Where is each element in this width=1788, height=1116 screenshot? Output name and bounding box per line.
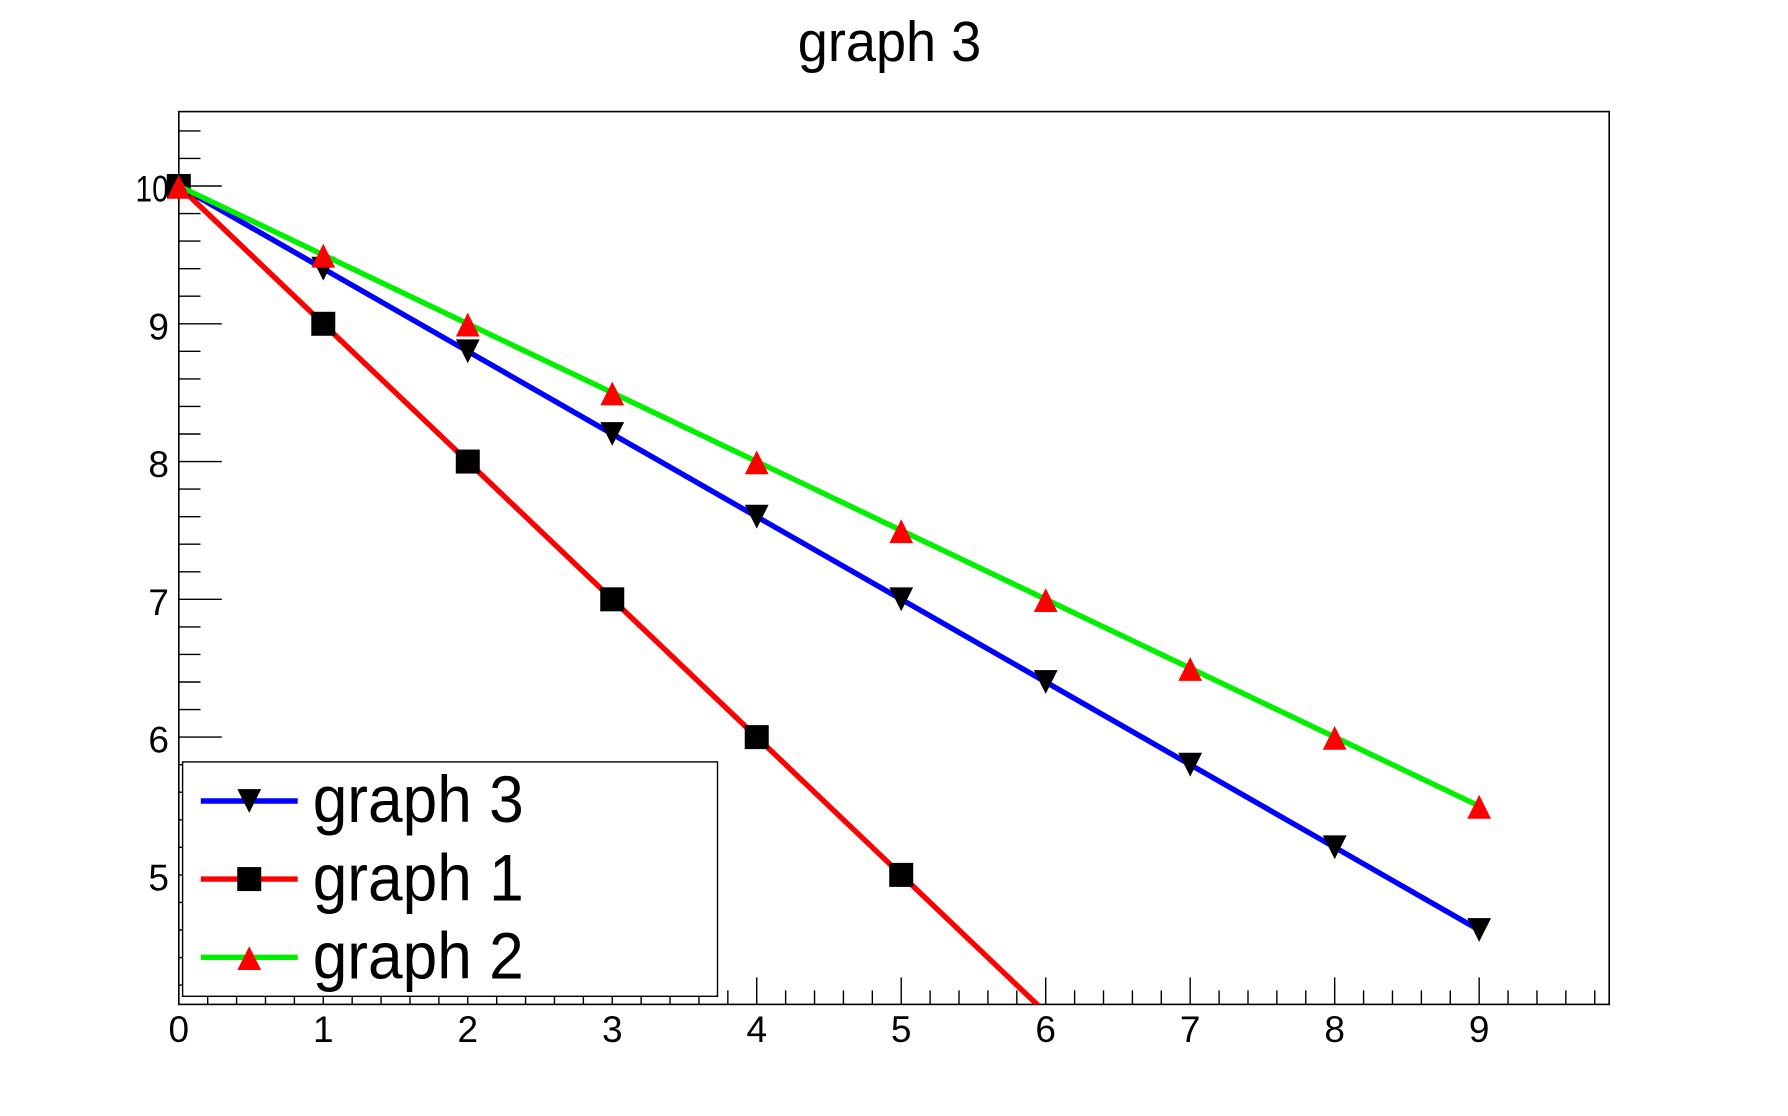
svg-text:6: 6 bbox=[1035, 1009, 1056, 1050]
svg-text:graph 3: graph 3 bbox=[313, 762, 524, 836]
svg-text:9: 9 bbox=[1469, 1009, 1490, 1050]
svg-text:2: 2 bbox=[457, 1009, 478, 1050]
svg-text:graph 2: graph 2 bbox=[313, 919, 524, 993]
svg-text:8: 8 bbox=[148, 444, 169, 485]
svg-text:0: 0 bbox=[169, 1009, 190, 1050]
svg-text:graph 1: graph 1 bbox=[313, 840, 524, 914]
svg-text:graph 3: graph 3 bbox=[798, 10, 982, 74]
svg-text:5: 5 bbox=[891, 1009, 912, 1050]
svg-text:3: 3 bbox=[602, 1009, 623, 1050]
svg-text:10: 10 bbox=[136, 169, 169, 210]
svg-text:7: 7 bbox=[148, 582, 169, 623]
svg-text:8: 8 bbox=[1324, 1009, 1345, 1050]
svg-text:9: 9 bbox=[148, 306, 169, 347]
svg-text:4: 4 bbox=[746, 1009, 767, 1050]
svg-text:5: 5 bbox=[148, 857, 169, 898]
svg-text:6: 6 bbox=[148, 720, 169, 761]
svg-text:1: 1 bbox=[313, 1009, 334, 1050]
svg-text:7: 7 bbox=[1180, 1009, 1201, 1050]
